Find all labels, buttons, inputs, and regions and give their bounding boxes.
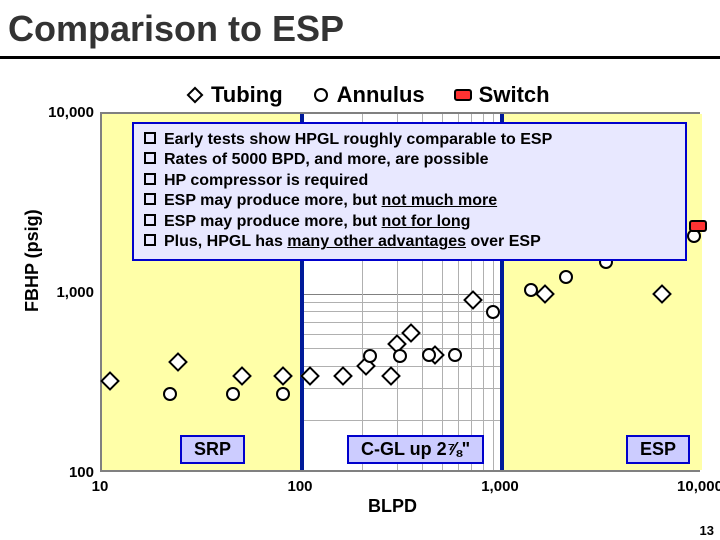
bullet-text: ESP may produce more, but not for long [164, 212, 470, 232]
data-point [486, 305, 500, 319]
slide-title: Comparison to ESP [8, 8, 344, 50]
bullet-text: ESP may produce more, but not much more [164, 191, 497, 211]
data-point [464, 290, 484, 310]
diamond-icon [185, 85, 205, 105]
checkbox-icon [144, 132, 156, 144]
bullet-text: HP compressor is required [164, 171, 368, 191]
switch-icon [453, 85, 473, 105]
checkbox-icon [144, 214, 156, 226]
bullet-item: Early tests show HPGL roughly comparable… [144, 130, 675, 150]
data-point [422, 348, 436, 362]
page-number: 13 [700, 523, 714, 538]
tag-esp: ESP [626, 435, 690, 464]
bullet-item: HP compressor is required [144, 171, 675, 191]
xtick: 10 [70, 478, 130, 495]
bullet-text: Early tests show HPGL roughly comparable… [164, 130, 552, 150]
tag-srp: SRP [180, 435, 245, 464]
bullet-item: ESP may produce more, but not much more [144, 191, 675, 211]
circle-icon [311, 85, 331, 105]
legend-label: Switch [479, 82, 550, 108]
data-point [393, 349, 407, 363]
data-point [163, 387, 177, 401]
legend-label: Annulus [337, 82, 425, 108]
ytick: 1,000 [34, 284, 94, 301]
tag-cgl: C-GL up 2⅞" [347, 435, 484, 464]
bullet-box: Early tests show HPGL roughly comparable… [132, 122, 687, 261]
legend-item-annulus: Annulus [311, 82, 425, 108]
title-rule [0, 56, 720, 59]
plot-region: Early tests show HPGL roughly comparable… [100, 112, 700, 472]
data-point [524, 283, 538, 297]
data-point [226, 387, 240, 401]
data-point [401, 323, 421, 343]
checkbox-icon [144, 193, 156, 205]
xtick: 1,000 [470, 478, 530, 495]
legend: Tubing Annulus Switch [185, 82, 550, 108]
legend-item-tubing: Tubing [185, 82, 283, 108]
data-point [448, 348, 462, 362]
x-axis-label: BLPD [368, 496, 417, 517]
legend-label: Tubing [211, 82, 283, 108]
bullet-item: Plus, HPGL has many other advantages ove… [144, 232, 675, 252]
checkbox-icon [144, 234, 156, 246]
checkbox-icon [144, 173, 156, 185]
data-point [689, 220, 707, 232]
data-point [333, 366, 353, 386]
chart-area: FBHP (psig) 10,000 1,000 100 Early tests… [30, 112, 710, 512]
xtick: 100 [270, 478, 330, 495]
data-point [276, 387, 290, 401]
bullet-item: Rates of 5000 BPD, and more, are possibl… [144, 150, 675, 170]
data-point [363, 349, 377, 363]
xtick: 10,000 [670, 478, 720, 495]
data-point [559, 270, 573, 284]
bullet-item: ESP may produce more, but not for long [144, 212, 675, 232]
ytick: 10,000 [34, 104, 94, 121]
legend-item-switch: Switch [453, 82, 550, 108]
bullet-text: Plus, HPGL has many other advantages ove… [164, 232, 541, 252]
checkbox-icon [144, 152, 156, 164]
bullet-text: Rates of 5000 BPD, and more, are possibl… [164, 150, 489, 170]
